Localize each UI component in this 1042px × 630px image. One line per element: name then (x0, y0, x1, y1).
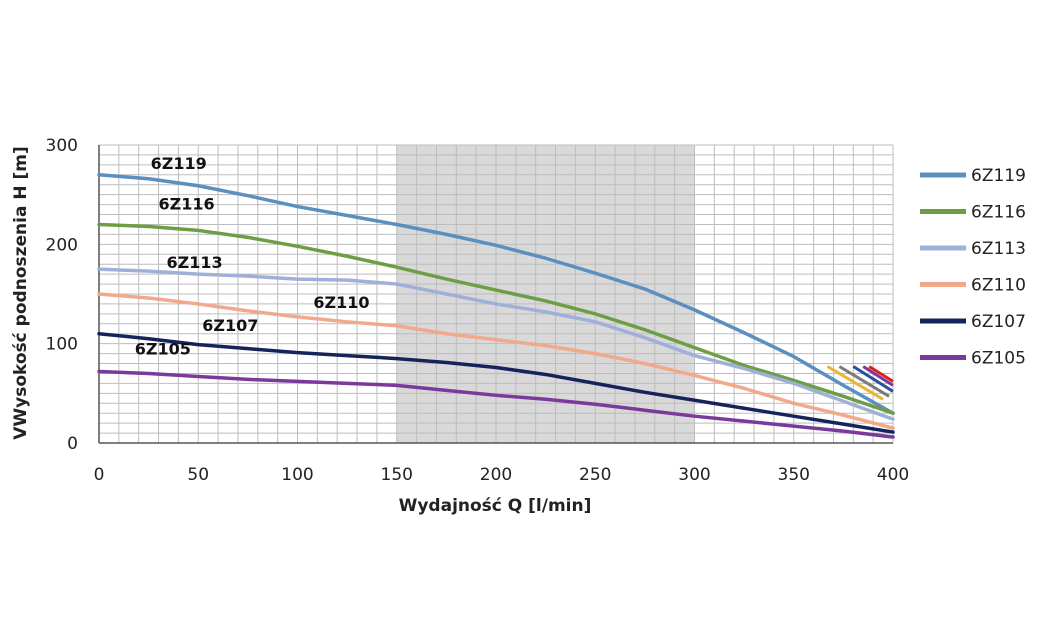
y-axis-title: VWysokość podnoszenia H [m] (11, 146, 31, 440)
y-tick-label: 300 (46, 136, 78, 156)
extra-curves (826, 365, 894, 401)
series-label: 6Z110 (313, 293, 369, 312)
y-tick-label: 200 (46, 235, 78, 255)
series-label: 6Z113 (166, 253, 222, 272)
legend-label: 6Z116 (971, 203, 1026, 223)
x-axis-title: Wydajność Q [l/min] (399, 496, 592, 516)
series-label: 6Z119 (151, 154, 207, 173)
extra-curve-line (826, 365, 884, 401)
x-tick-label: 350 (778, 465, 810, 485)
x-tick-label: 250 (579, 465, 611, 485)
series-lines (97, 173, 895, 439)
x-tick-label: 150 (381, 465, 413, 485)
y-tick-label: 100 (46, 335, 78, 355)
x-tick-label: 0 (94, 465, 105, 485)
extra-curve-line (852, 365, 894, 393)
x-tick-labels: 0 50 100 150 200 250 300 350 400 (94, 465, 910, 485)
series-line-6z119 (97, 173, 895, 415)
legend-label: 6Z119 (971, 166, 1026, 186)
series-line-6z107 (97, 331, 895, 434)
series-label: 6Z107 (202, 316, 258, 335)
x-tick-label: 100 (281, 465, 313, 485)
x-tick-label: 50 (187, 465, 209, 485)
series-labels: 6Z119 6Z116 6Z113 6Z110 6Z107 6Z105 (135, 154, 370, 359)
legend-label: 6Z105 (971, 349, 1026, 369)
series-label: 6Z105 (135, 340, 191, 359)
series-line-6z105 (97, 369, 895, 439)
series-label: 6Z116 (159, 195, 215, 214)
series-line-6z113 (97, 267, 895, 421)
extra-curve-line (838, 365, 890, 398)
legend: 6Z119 6Z116 6Z113 6Z110 6Z107 6Z105 (920, 166, 1026, 369)
legend-label: 6Z107 (971, 312, 1026, 332)
y-tick-labels: 0 100 200 300 (46, 136, 78, 454)
legend-label: 6Z110 (971, 276, 1026, 296)
extra-curve-line (868, 365, 894, 383)
grid-lines (98, 144, 894, 444)
legend-label: 6Z113 (971, 239, 1026, 259)
series-line-6z110 (97, 292, 895, 430)
x-tick-label: 200 (480, 465, 512, 485)
y-tick-label: 0 (67, 434, 78, 454)
x-tick-label: 300 (678, 465, 710, 485)
series-line-6z116 (97, 222, 895, 415)
extra-curve-line (862, 365, 894, 387)
x-tick-label: 400 (877, 465, 909, 485)
